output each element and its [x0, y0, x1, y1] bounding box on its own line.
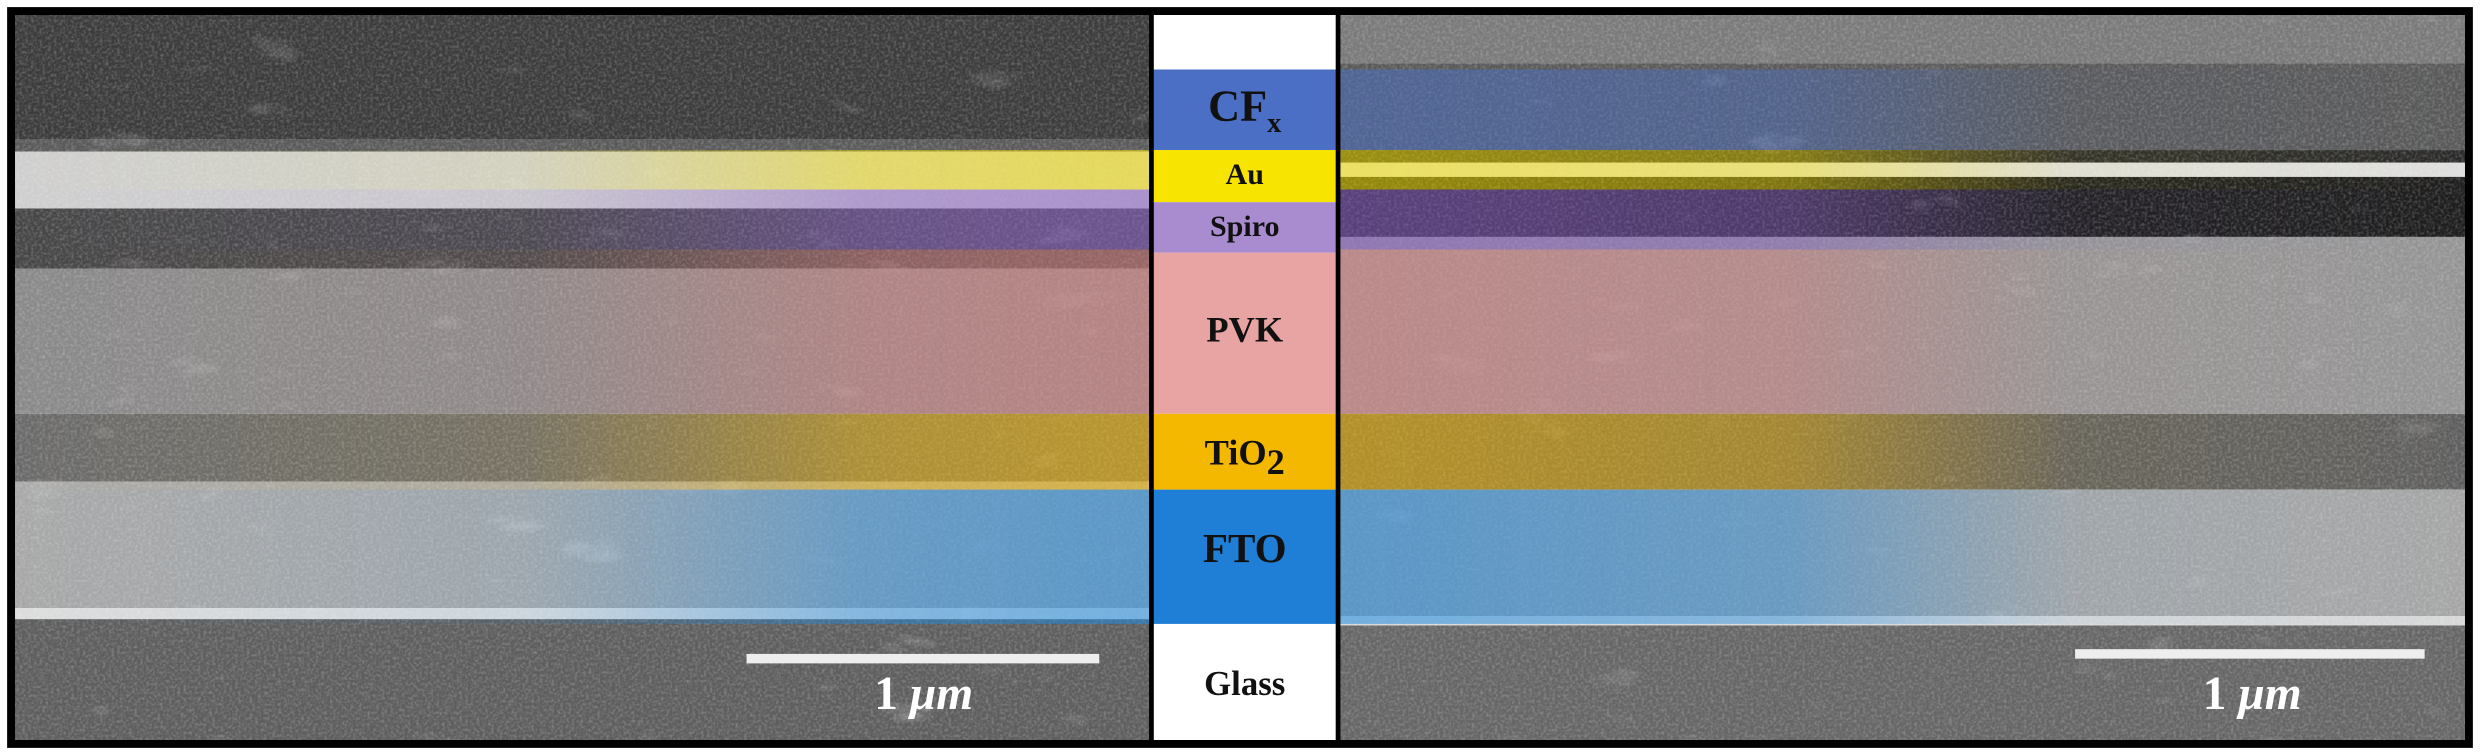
layer-label: Glass — [1204, 664, 1285, 703]
layer-block — [1153, 489, 1337, 624]
layer-label: TiO2 — [1205, 433, 1285, 482]
layer-block — [1153, 150, 1337, 203]
scale-unit: μm — [907, 668, 973, 720]
layer-block — [1153, 413, 1337, 490]
scale-bar-label: 1 μm — [2203, 668, 2302, 720]
overlay-band — [1338, 249, 2471, 414]
scale-bar — [2075, 649, 2425, 659]
overlay-band — [12, 413, 1152, 490]
layer-label: CF — [1208, 82, 1267, 131]
overlay-band — [1338, 189, 2471, 250]
layer-label: TiO — [1205, 433, 1267, 473]
scale-number: 1 — [2203, 668, 2227, 720]
overlay-band — [1338, 413, 2471, 490]
overlay — [12, 150, 1152, 624]
scale-number: 1 — [874, 668, 898, 720]
overlay-band — [12, 249, 1152, 414]
layer-block — [1153, 252, 1337, 414]
layer-label: FTO — [1203, 525, 1287, 571]
scale-bar-label: 1 μm — [874, 668, 973, 720]
sem-right — [1338, 12, 2471, 743]
overlay — [1338, 69, 2471, 624]
layer-label: Au — [1226, 158, 1264, 191]
subscript: x — [1267, 107, 1282, 138]
scale-unit: μm — [2235, 668, 2301, 720]
scale-bar — [746, 653, 1100, 664]
layer-label: Spiro — [1210, 210, 1280, 243]
overlay-band — [12, 150, 1152, 190]
layer-label: PVK — [1206, 310, 1283, 350]
overlay-band — [1338, 69, 2471, 151]
overlay-band — [1338, 150, 2471, 190]
subscript: 2 — [1267, 442, 1285, 482]
layer-stack — [1153, 69, 1337, 624]
sem-left — [12, 12, 1152, 743]
frame — [7, 7, 2473, 748]
layer-block — [1153, 69, 1337, 151]
overlay-band — [12, 489, 1152, 624]
overlay-band — [12, 189, 1152, 250]
overlay-band — [1338, 489, 2471, 624]
layer-block — [1153, 202, 1337, 253]
layer-label: CFx — [1208, 82, 1282, 139]
